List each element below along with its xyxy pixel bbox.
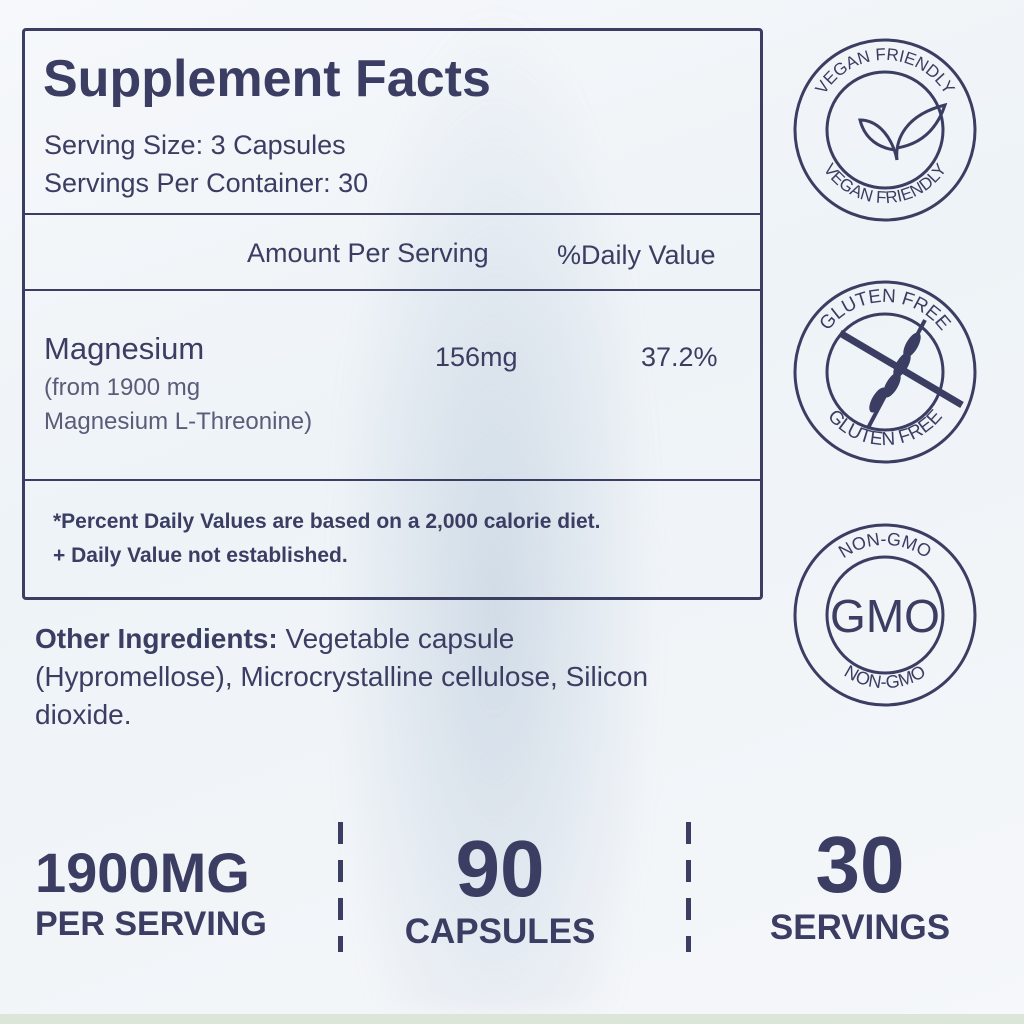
- divider-dashed: [686, 822, 691, 952]
- vegan-friendly-badge: VEGAN FRIENDLY VEGAN FRIENDLY: [793, 38, 977, 222]
- gmo-ring-text-bottom: NON-GMO: [841, 661, 929, 692]
- other-ingredients-text: (Hypromellose), Microcrystalline cellulo…: [35, 661, 649, 692]
- other-ingredients: Other Ingredients: Vegetable capsule (Hyp…: [35, 620, 648, 734]
- stat-servings: 30 SERVINGS: [750, 822, 970, 948]
- stat-value: 90: [455, 824, 545, 913]
- footnote: + Daily Value not established.: [53, 544, 348, 567]
- servings-per-container: Servings Per Container: 30: [44, 168, 369, 198]
- nutrient-name: Magnesium: [44, 331, 205, 366]
- wheat-crossed-icon: [838, 319, 964, 429]
- divider: [25, 479, 760, 481]
- leaf-icon: [858, 102, 948, 161]
- stat-label: CAPSULES: [404, 912, 596, 951]
- divider-dashed: [338, 822, 343, 952]
- gmo-center-text: GMO: [830, 590, 940, 642]
- other-ingredients-text: Vegetable capsule: [277, 623, 515, 654]
- other-ingredients-text: dioxide.: [35, 699, 132, 730]
- stat-dosage: 1900MG PER SERVING: [35, 842, 267, 944]
- gluten-ring-text-bottom: GLUTEN FREE: [823, 406, 946, 450]
- stat-value: 1900MG: [35, 841, 250, 904]
- amount-header: Amount Per Serving: [247, 238, 489, 268]
- other-ingredients-label: Other Ingredients:: [35, 623, 278, 654]
- dv-header: %Daily Value: [557, 240, 716, 270]
- stat-capsules: 90 CAPSULES: [390, 826, 610, 952]
- serving-size: Serving Size: 3 Capsules: [44, 130, 346, 160]
- nutrient-amount: 156mg: [435, 342, 518, 372]
- footnote: *Percent Daily Values are based on a 2,0…: [53, 510, 601, 533]
- stat-label: SERVINGS: [769, 908, 951, 947]
- stat-label: PER SERVING: [35, 905, 267, 943]
- supplement-facts-panel: Supplement Facts Serving Size: 3 Capsule…: [22, 28, 763, 600]
- bottom-strip: [0, 1014, 1024, 1024]
- gluten-ring-text-top: GLUTEN FREE: [816, 286, 955, 335]
- facts-title: Supplement Facts: [43, 50, 491, 108]
- smoke-background: [330, 0, 660, 1010]
- gluten-free-badge: GLUTEN FREE GLUTEN FREE: [793, 280, 977, 464]
- badges: VEGAN FRIENDLY VEGAN FRIENDLY GLUTEN FRE…: [793, 38, 977, 707]
- nutrient-source: Magnesium L-Threonine): [44, 408, 313, 435]
- stat-value: 30: [815, 820, 905, 909]
- nutrient-dv: 37.2%: [641, 342, 718, 372]
- divider: [25, 213, 760, 215]
- divider: [25, 289, 760, 291]
- non-gmo-badge: NON-GMO NON-GMO GMO: [793, 523, 977, 707]
- vegan-ring-text-bottom: VEGAN FRIENDLY: [820, 160, 950, 207]
- nutrient-source: (from 1900 mg: [44, 374, 201, 401]
